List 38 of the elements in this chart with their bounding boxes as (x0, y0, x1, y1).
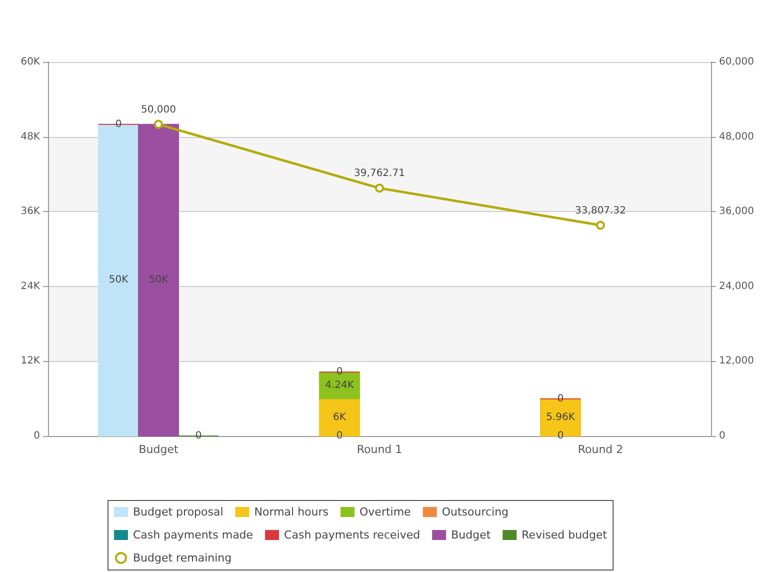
y2-tick-label: 24,000 (719, 280, 754, 292)
x-tick-label: Round 1 (356, 443, 402, 456)
legend-label: Budget remaining (133, 552, 232, 564)
y2-tick-label: 60,000 (719, 56, 754, 68)
x-tick-label: Budget (138, 443, 179, 456)
legend-label: Normal hours (254, 506, 329, 518)
data-label: 0 (557, 393, 564, 404)
y2-tick-label: 12,000 (719, 356, 754, 367)
y-tick-label: 12K (20, 356, 40, 367)
legend-label: Revised budget (522, 528, 608, 542)
data-label: 50K (108, 274, 129, 286)
data-label: 39,762.71 (354, 168, 405, 180)
legend-label: Budget proposal (133, 506, 224, 518)
point (154, 120, 163, 129)
legend-label: Cash payments received (284, 528, 420, 542)
y2-tick-label: 36,000 (719, 206, 754, 218)
data-label: 6K (333, 412, 346, 423)
y-tick-label: 60K (20, 56, 40, 68)
data-label: 50,000 (141, 104, 176, 116)
y-tick-label: 0 (34, 430, 40, 442)
point (375, 184, 384, 193)
x-tick-label: Round 2 (578, 443, 624, 456)
data-label: 50K (148, 274, 169, 286)
y-tick-label: 24K (20, 280, 40, 292)
y-tick-label: 36K (20, 206, 40, 218)
legend-label: Cash payments made (133, 528, 254, 542)
legend-label: Budget (451, 528, 492, 542)
data-label: 5.96K (546, 412, 576, 423)
legend-label: Overtime (360, 506, 412, 518)
legend-label: Outsourcing (442, 506, 509, 518)
y2-tick-label: 0 (719, 430, 726, 442)
bar (138, 124, 179, 436)
y2-tick-label: 48,000 (719, 131, 754, 142)
y-tick-label: 48K (20, 131, 40, 142)
data-label: 0 (336, 366, 343, 378)
data-label: 33,807.32 (575, 205, 626, 216)
point (596, 220, 605, 230)
data-label: 4.24K (325, 380, 354, 391)
